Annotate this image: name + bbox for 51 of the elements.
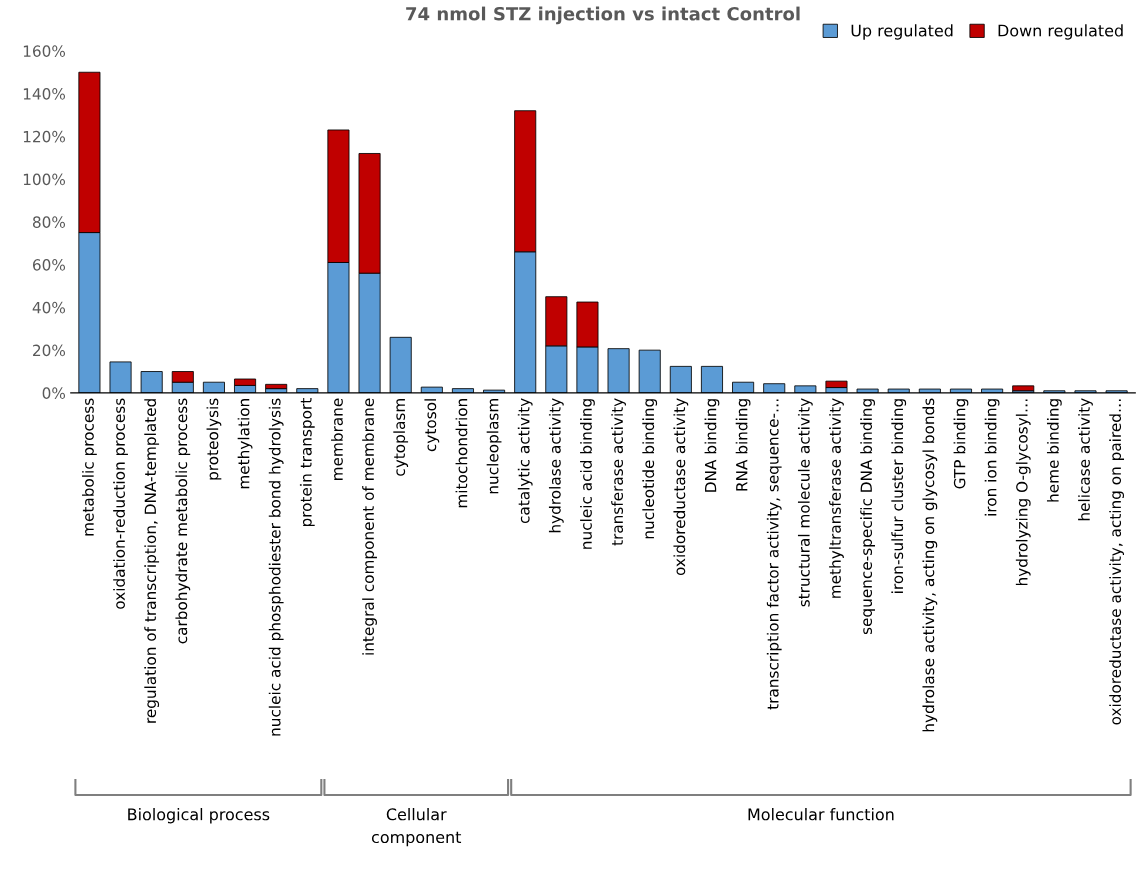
y-tick-label: 140% (23, 88, 66, 100)
y-tick-label: 160% (23, 45, 66, 57)
x-tick-label: transcription factor activity, sequence-… (766, 399, 782, 710)
y-tick-label: 0% (42, 387, 66, 399)
x-tick-label: structural molecule activity (797, 398, 813, 607)
x-tick-label: oxidoreductase activity (673, 398, 689, 576)
x-tick-label: cytosol (424, 399, 440, 452)
y-tick-label: 120% (23, 130, 66, 143)
x-tick-label: sequence-specific DNA binding (860, 399, 875, 635)
x-tick-label: methylation (237, 399, 253, 489)
legend-label: Down regulated (998, 24, 1123, 40)
chart-title: 74 nmol STZ injection vs intact Control (406, 6, 800, 25)
x-tick-label: catalytic activity (517, 398, 533, 524)
x-tick-label: metabolic process (82, 398, 97, 536)
x-tick-label: transferase activity (611, 398, 626, 546)
x-tick-label: protein transport (299, 398, 315, 527)
x-tick-label: nucleic acid binding (580, 399, 595, 549)
x-tick-label: proteolysis (206, 398, 222, 480)
text: Biological process (128, 808, 270, 824)
x-tick-label: RNA binding (735, 399, 751, 491)
x-tick-label: nucleotide binding (642, 399, 658, 539)
x-tick-label: heme binding (1046, 399, 1062, 502)
y-tick-label: 20% (33, 344, 66, 357)
x-tick-label: hydrolase activity (548, 398, 564, 533)
x-tick-label: regulation of transcription, DNA-templated (144, 399, 160, 723)
legend-label: Up regulated (851, 24, 953, 40)
x-tick-label: membrane (331, 398, 343, 480)
y-tick-label: 100% (23, 173, 66, 186)
y-tick-label: 40% (32, 301, 66, 314)
x-tick-label: mitochondrion (455, 399, 468, 508)
y-tick-label: 60% (32, 259, 66, 271)
bar (825, 380, 848, 388)
x-tick-label: methyltransferase activity (829, 398, 844, 598)
x-tick-label: helicase activity (1078, 398, 1093, 521)
bar (265, 383, 288, 390)
x-tick-label: cytoplasm (393, 399, 409, 476)
x-tick-label: nucleic acid phosphodiester bond hydrolysis (268, 398, 284, 736)
text: Cellular component (371, 808, 462, 847)
x-tick-label: oxidoreductase activity, acting on paired… (1109, 399, 1125, 725)
x-tick-label: GTP binding (953, 399, 969, 489)
y-tick-label: 80% (32, 216, 66, 228)
x-tick-label: integral component of membrane (362, 398, 377, 655)
x-tick-label: hydrolyzing O-glycosyl… (1015, 399, 1031, 586)
x-tick-label: iron ion binding (984, 399, 1000, 516)
x-tick-label: hydrolase activity, acting on glycosyl bonds (922, 398, 938, 732)
x-tick-label: carbohydrate metabolic process (175, 398, 191, 644)
x-tick-label: nucleoplasm (486, 399, 502, 494)
x-tick-label: oxidation-reduction process (113, 398, 128, 609)
text: Molecular function (748, 808, 894, 821)
x-tick-label: iron-sulfur cluster binding (891, 399, 907, 593)
x-tick-label: DNA binding (704, 399, 720, 492)
